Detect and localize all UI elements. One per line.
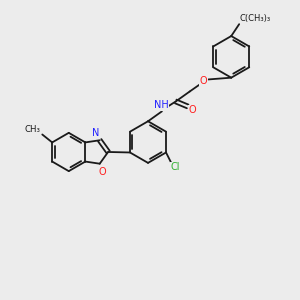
Text: O: O	[99, 167, 106, 177]
Text: O: O	[200, 76, 207, 85]
Text: N: N	[92, 128, 99, 138]
Text: Cl: Cl	[170, 162, 180, 172]
Text: CH₃: CH₃	[24, 125, 40, 134]
Text: NH: NH	[154, 100, 168, 110]
Text: O: O	[189, 105, 196, 116]
Text: C(CH₃)₃: C(CH₃)₃	[239, 14, 271, 23]
